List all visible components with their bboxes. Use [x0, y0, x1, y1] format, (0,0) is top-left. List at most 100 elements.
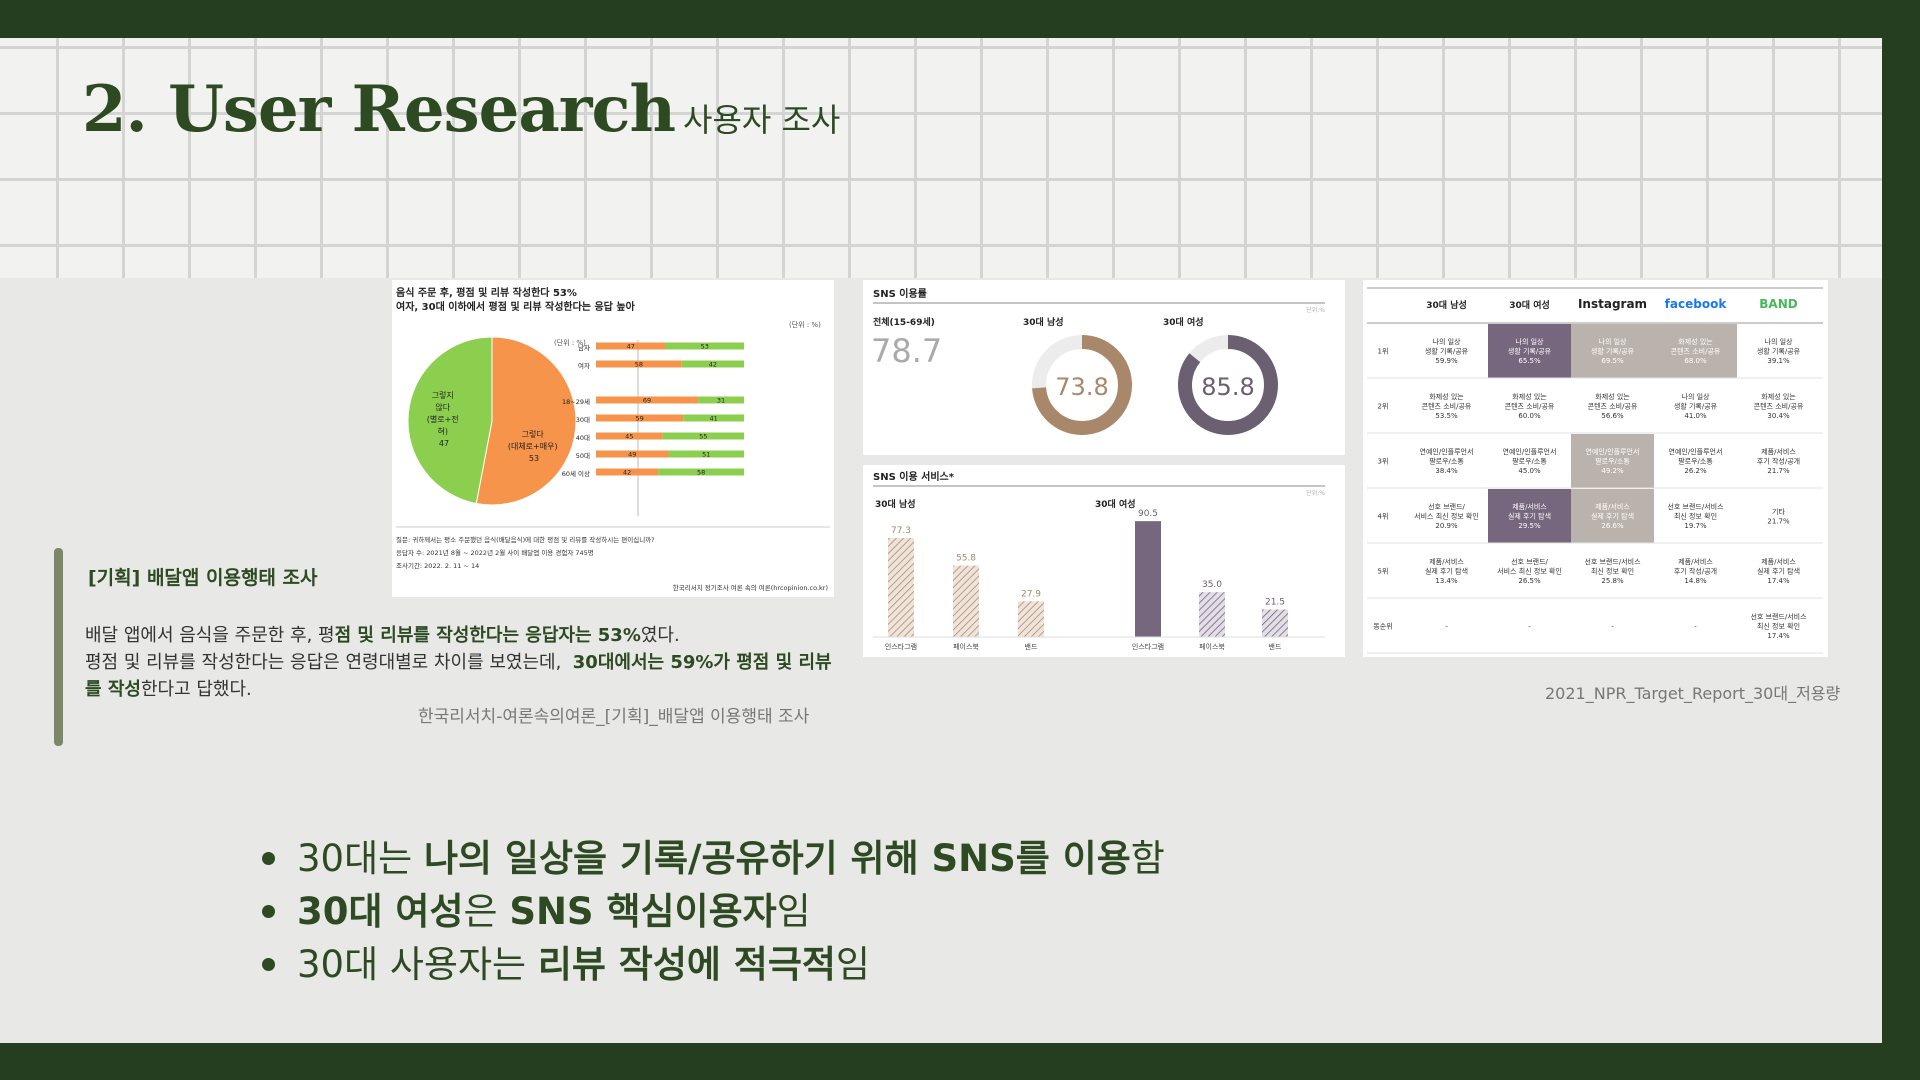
sns-male-label: 30대 남성	[1023, 316, 1064, 328]
stacked-bar-value: 42	[623, 469, 631, 477]
stacked-bar-segment	[698, 396, 744, 404]
bar-category-label: 30대	[576, 416, 590, 424]
stacked-bar-value: 51	[702, 451, 710, 459]
table-cell-text: 13.4%	[1435, 577, 1458, 585]
table-cell-text: 39.1%	[1767, 357, 1790, 365]
stacked-bar-value: 31	[717, 397, 725, 405]
bullet-dot-icon	[262, 958, 275, 971]
survey-period: 조사기간: 2022. 2. 11 ~ 14	[396, 561, 479, 570]
table-cell-text: 65.5%	[1518, 357, 1541, 365]
table-cell-text: 최신 정보 확인	[1591, 567, 1634, 576]
service-bar	[1262, 609, 1288, 637]
stacked-bar-segment	[596, 468, 659, 476]
table-cell-text: 화제성 있는	[1678, 337, 1713, 346]
sns-service-male-group: 30대 남성	[875, 498, 916, 510]
quote-bar	[54, 548, 63, 746]
stacked-bar-chart: 남자 47 53 여자 58 42 18~29세 69 31 30대 59 41 40대 45 55 50대 4…	[562, 342, 744, 478]
donut-female-value: 85.8	[1201, 373, 1254, 401]
table-cell-text: 선호 브랜드/서비스	[1667, 502, 1724, 511]
table-cell-text: 선호 브랜드/서비스	[1584, 557, 1641, 566]
table-cell-text: 팔로우/소통	[1429, 457, 1464, 466]
survey-unit-right: (단위 : %)	[789, 320, 821, 329]
table-cell-text: 서비스 최신 정보 확인	[1497, 567, 1562, 576]
pie-no-line: 않다	[435, 403, 450, 412]
table-cell-text: 69.5%	[1601, 357, 1624, 365]
table-cell-text: 선호 브랜드/	[1511, 557, 1548, 566]
table-rank-label: 5위	[1378, 568, 1389, 576]
note-body: 배달 앱에서 음식을 주문한 후, 평점 및 리뷰를 작성한다는 응답자는 53…	[85, 622, 855, 703]
bullet-text: 은	[463, 890, 510, 933]
table-cell-text: 21.7%	[1767, 517, 1790, 525]
table-rank-label: 2위	[1378, 403, 1389, 411]
table-cell-text: 실제 후기 탐색	[1508, 512, 1551, 521]
table-cell-text: 후기 작성/공개	[1757, 457, 1800, 466]
sns-total-value: 78.7	[871, 332, 942, 370]
stacked-bar-value: 49	[628, 451, 636, 459]
table-header-logo: BAND	[1759, 297, 1797, 311]
table-cell-text: 26.6%	[1601, 522, 1624, 530]
sns-service-chart: SNS 이용 서비스* 단위:% 30대 남성 30대 여성 77.3 인스타그램…	[873, 470, 1325, 651]
bullet-emphasis: 나의 일상을 기록/공유하기 위해 SNS를 이용	[423, 837, 1131, 880]
sns-rate-card: SNS 이용률 단위:% 전체(15-69세) 78.7 30대 남성 30대 …	[863, 280, 1345, 455]
table-cell-text: 생활 기록/공유	[1757, 347, 1801, 356]
note-line-3: 를 작성한다고 답했다.	[85, 676, 855, 703]
stacked-bar-value: 58	[635, 361, 643, 369]
title-main: 2. User Research	[82, 72, 676, 147]
sns-female-label: 30대 여성	[1163, 316, 1204, 328]
table-cell-text: 20.9%	[1435, 522, 1458, 530]
table-cell-text: 59.9%	[1435, 357, 1458, 365]
bullet-item: 30대 사용자는 리뷰 작성에 적극적 임	[262, 938, 1165, 991]
grid-background	[0, 38, 1882, 278]
service-bar	[888, 538, 914, 637]
table-cell-text: 나의 일상	[1599, 337, 1628, 346]
table-cell-text: 45.0%	[1518, 467, 1541, 475]
bar-category-label: 40대	[576, 434, 590, 442]
table-cell-text: 최신 정보 확인	[1757, 622, 1800, 631]
service-bar-chart: 77.3 인스타그램 55.8 페이스북 27.9 밴드 90.5 인스타그램 35.0 페이스북…	[873, 509, 1325, 651]
table-cell-text: 기타	[1772, 507, 1785, 516]
stacked-bar-value: 55	[699, 433, 707, 441]
table-cell-text: 제품/서비스	[1761, 557, 1796, 566]
table-cell-text: 화제성 있는	[1595, 392, 1630, 401]
table-cell-text: 화제성 있는	[1429, 392, 1464, 401]
service-bar-value: 55.8	[956, 554, 976, 564]
sns-total-label: 전체(15-69세)	[873, 316, 935, 328]
stacked-bar-value: 69	[643, 397, 651, 405]
service-bar	[1018, 601, 1044, 637]
table-cell-text: 41.0%	[1684, 412, 1707, 420]
bottom-frame	[0, 1043, 1920, 1080]
note-line-2: 평점 및 리뷰를 작성한다는 응답은 연령대별로 차이를 보였는데, 30대에서…	[85, 649, 855, 676]
table-rank-label: 4위	[1378, 513, 1389, 521]
survey-headline2: 여자, 30대 이하에서 평점 및 리뷰 작성한다는 응답 높아	[396, 300, 636, 313]
table-cell-text: 30.4%	[1767, 412, 1790, 420]
table-cell-text: 68.0%	[1684, 357, 1707, 365]
stacked-bar-segment	[596, 360, 682, 368]
survey-respondents: 응답자 수: 2021년 8월 ~ 2022년 2월 사이 배달앱 이용 경험자…	[396, 548, 594, 557]
bar-category-label: 18~29세	[562, 397, 590, 406]
bullet-dot-icon	[262, 852, 275, 865]
table-cell-highlight	[1571, 324, 1654, 378]
table-rank-label: 1위	[1378, 348, 1389, 356]
table-cell-text: 17.4%	[1767, 577, 1790, 585]
donut-arc	[1032, 335, 1132, 435]
top-frame	[0, 0, 1920, 38]
service-bar-label: 페이스북	[1199, 642, 1225, 651]
table-cell-text: 팔로우/소통	[1595, 457, 1630, 466]
note-emphasis: 를 작성	[85, 679, 141, 700]
table-cell-text: 53.5%	[1435, 412, 1458, 420]
table-cell-text: 제품/서비스	[1429, 557, 1464, 566]
table-cell-text: 콘텐츠 소비/공유	[1671, 347, 1721, 356]
service-bar-value: 21.5	[1265, 597, 1285, 607]
table-cell-text: 실제 후기 탐색	[1591, 512, 1634, 521]
table-cell-text: 49.2%	[1601, 467, 1624, 475]
table-cell-text: -	[1528, 623, 1531, 631]
stacked-bar-value: 42	[709, 361, 717, 369]
note-text: 배달 앱에서 음식을 주문한 후, 평	[85, 625, 335, 646]
table-cell-text: 21.7%	[1767, 467, 1790, 475]
survey-headline1: 음식 주문 후, 평점 및 리뷰 작성한다 53%	[396, 286, 577, 299]
table-cell-text: -	[1445, 623, 1448, 631]
table-cell-text: 19.7%	[1684, 522, 1707, 530]
sns-rate-chart: SNS 이용률 단위:% 전체(15-69세) 78.7 30대 남성 30대 …	[871, 287, 1325, 435]
bar-category-label: 60세 이상	[562, 469, 590, 478]
bullet-dot-icon	[262, 905, 275, 918]
